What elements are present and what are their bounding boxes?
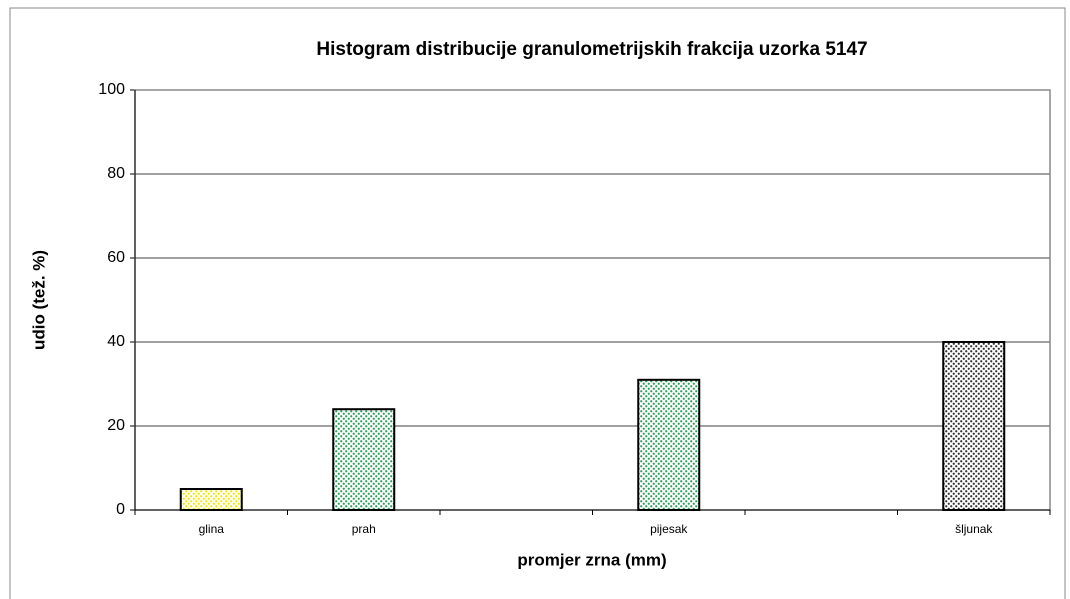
y-tick-label: 20: [107, 417, 125, 434]
x-tick-label: glina: [199, 522, 225, 536]
y-tick-label: 100: [98, 81, 125, 98]
bar: [179, 488, 243, 511]
y-axis-label: udio (tež. %): [29, 250, 48, 350]
y-tick-label: 40: [107, 333, 125, 350]
x-axis-label: promjer zrna (mm): [517, 550, 666, 569]
y-tick-label: 60: [107, 249, 125, 266]
x-tick-label: šljunak: [955, 522, 993, 536]
chart-frame: [9, 7, 1066, 599]
bar: [942, 341, 1006, 511]
bar: [637, 378, 701, 511]
x-tick-label: prah: [352, 522, 376, 536]
y-tick-label: 0: [116, 501, 125, 518]
y-tick-label: 80: [107, 165, 125, 182]
plot-area: [134, 89, 1051, 511]
bar: [332, 408, 396, 512]
chart-title: Histogram distribucije granulometrijskih…: [316, 39, 867, 60]
x-tick-label: pijesak: [650, 522, 688, 536]
